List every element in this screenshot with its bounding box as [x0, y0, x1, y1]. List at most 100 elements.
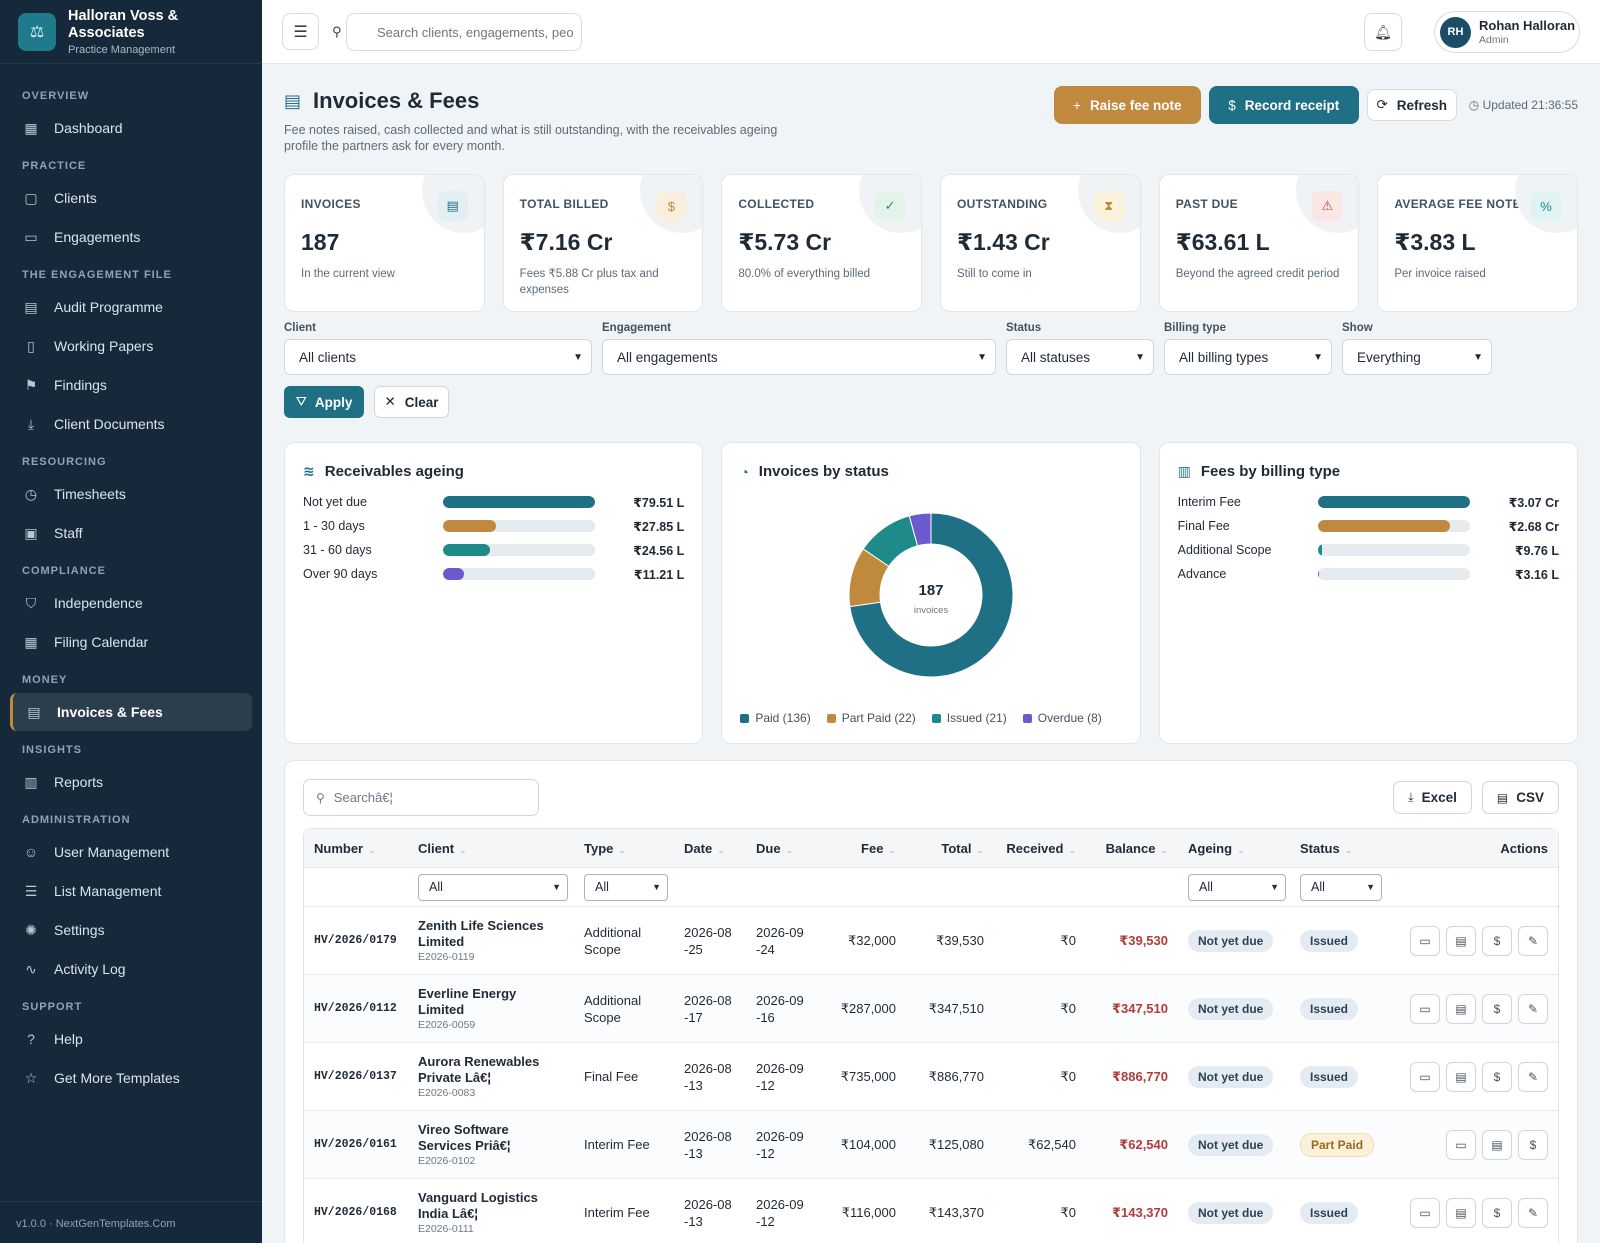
- print-button[interactable]: ▤: [1446, 1061, 1476, 1092]
- invoice-number[interactable]: HV/2026/0161: [314, 1138, 397, 1151]
- table-search-input[interactable]: ⚲ Searchâ€¦: [303, 779, 539, 816]
- sidebar-item-reports[interactable]: ▥ Reports: [0, 763, 252, 801]
- col-date[interactable]: Date ⌄: [674, 841, 746, 856]
- col-client[interactable]: Client ⌄: [408, 841, 574, 856]
- col-type[interactable]: Type ⌄: [574, 841, 674, 856]
- sidebar-item-invoices-fees[interactable]: ▤ Invoices & Fees: [10, 693, 252, 731]
- record-payment-button[interactable]: $: [1482, 1061, 1512, 1092]
- table-row[interactable]: HV/2026/0168 Vanguard Logistics India Lâ…: [304, 1179, 1558, 1243]
- donut-slice-part-paid[interactable]: [848, 548, 890, 608]
- notifications-button[interactable]: 🔔︎: [1364, 13, 1402, 51]
- ageing-column-select-value: All: [1199, 880, 1213, 894]
- legend-item[interactable]: Part Paid (22): [826, 711, 916, 725]
- sidebar-item-engagements[interactable]: ▭ Engagements: [0, 218, 252, 256]
- status-column-select[interactable]: All ▼: [1300, 873, 1382, 901]
- print-button[interactable]: ▤: [1446, 1197, 1476, 1228]
- show-select[interactable]: Everything ▼: [1342, 339, 1492, 375]
- legend-label: Issued (21): [946, 711, 1007, 725]
- bar-label: Final Fee: [1177, 519, 1230, 533]
- record-payment-button[interactable]: $: [1482, 993, 1512, 1024]
- record-payment-button[interactable]: $: [1482, 1197, 1512, 1228]
- client-column-select[interactable]: All ▼: [418, 873, 568, 901]
- client-select-value: All clients: [299, 349, 357, 365]
- refresh-button[interactable]: ⟳ Refresh: [1366, 89, 1457, 121]
- sidebar-item-dashboard[interactable]: ▦ Dashboard: [0, 109, 252, 147]
- col-date-label: Date: [684, 840, 713, 856]
- invoice-number[interactable]: HV/2026/0179: [314, 934, 397, 947]
- billing-type-select[interactable]: All billing types ▼: [1164, 339, 1332, 375]
- col-number[interactable]: Number ⌄: [304, 841, 408, 856]
- edit-button[interactable]: ✎: [1518, 993, 1548, 1024]
- legend-item[interactable]: Issued (21): [931, 711, 1007, 725]
- sidebar-item-timesheets[interactable]: ◷ Timesheets: [0, 475, 252, 513]
- invoice-number[interactable]: HV/2026/0137: [314, 1070, 397, 1083]
- ageing-column-select[interactable]: All ▼: [1188, 873, 1286, 901]
- open-folder-button[interactable]: ▭: [1446, 1129, 1476, 1160]
- sidebar-item-settings[interactable]: ✺ Settings: [0, 911, 252, 949]
- open-folder-button[interactable]: ▭: [1410, 1061, 1440, 1092]
- sidebar-item-user-management[interactable]: ☺ User Management: [0, 833, 252, 871]
- table-row[interactable]: HV/2026/0161 Vireo Software Services Pri…: [304, 1111, 1558, 1179]
- sidebar-item-audit-programme[interactable]: ▤ Audit Programme: [0, 288, 252, 326]
- edit-button[interactable]: ✎: [1518, 1197, 1548, 1228]
- apply-button[interactable]: ⛛ Apply: [284, 386, 364, 418]
- export-buttons: ⤓ Excel ▤ CSV: [1383, 781, 1559, 814]
- printer-icon: ▤: [1491, 1137, 1503, 1152]
- legend-item[interactable]: Paid (136): [740, 711, 811, 725]
- reports-icon: ▥: [24, 773, 38, 790]
- print-button[interactable]: ▤: [1446, 925, 1476, 956]
- open-folder-button[interactable]: ▭: [1410, 993, 1440, 1024]
- type-column-select[interactable]: All ▼: [584, 873, 668, 901]
- col-fee[interactable]: Fee ⌄: [818, 841, 906, 856]
- clear-button[interactable]: ✕ Clear: [374, 386, 449, 418]
- col-ageing[interactable]: Ageing ⌄: [1178, 841, 1290, 856]
- sidebar-item-staff[interactable]: ▣ Staff: [0, 514, 252, 552]
- global-search-input[interactable]: [346, 13, 582, 51]
- open-folder-button[interactable]: ▭: [1410, 1197, 1440, 1228]
- col-balance[interactable]: Balance ⌄: [1086, 841, 1178, 856]
- csv-export-button[interactable]: ▤ CSV: [1481, 781, 1559, 814]
- record-payment-button[interactable]: $: [1482, 925, 1512, 956]
- sidebar-item-activity-log[interactable]: ∿ Activity Log: [0, 950, 252, 988]
- table-row[interactable]: HV/2026/0179 Zenith Life Sciences Limite…: [304, 907, 1558, 975]
- record-receipt-button[interactable]: $ Record receipt: [1208, 86, 1359, 124]
- excel-export-button[interactable]: ⤓ Excel: [1393, 781, 1472, 814]
- status-select[interactable]: All statuses ▼: [1006, 339, 1154, 375]
- invoice-number[interactable]: HV/2026/0112: [314, 1002, 397, 1015]
- table-row[interactable]: HV/2026/0137 Aurora Renewables Private L…: [304, 1043, 1558, 1111]
- legend-item[interactable]: Overdue (8): [1022, 711, 1102, 725]
- sidebar-item-label: User Management: [54, 844, 170, 860]
- sidebar-item-findings[interactable]: ⚑ Findings: [0, 366, 252, 404]
- edit-button[interactable]: ✎: [1518, 925, 1548, 956]
- print-button[interactable]: ▤: [1446, 993, 1476, 1024]
- kpi-subtext: Still to come in: [957, 268, 1032, 280]
- engagement-select[interactable]: All engagements ▼: [602, 339, 996, 375]
- sidebar-item-clients[interactable]: ▢ Clients: [0, 179, 252, 217]
- print-button[interactable]: ▤: [1482, 1129, 1512, 1160]
- sidebar-item-get-more-templates[interactable]: ☆ Get More Templates: [0, 1059, 252, 1097]
- menu-toggle-button[interactable]: ☰: [282, 13, 319, 50]
- invoice-number[interactable]: HV/2026/0168: [314, 1206, 397, 1219]
- col-due[interactable]: Due ⌄: [746, 841, 818, 856]
- col-received[interactable]: Received ⌄: [994, 841, 1086, 856]
- col-status[interactable]: Status ⌄: [1290, 841, 1390, 856]
- billing-type: Additional Scope: [584, 924, 642, 957]
- sidebar-item-list-management[interactable]: ☰ List Management: [0, 872, 252, 910]
- record-payment-button[interactable]: $: [1518, 1129, 1548, 1160]
- sidebar-item-client-documents[interactable]: ⤓ Client Documents: [0, 405, 252, 443]
- donut-slice-paid[interactable]: [849, 512, 1014, 678]
- donut-slice-issued[interactable]: [862, 515, 919, 568]
- col-total[interactable]: Total ⌄: [906, 841, 994, 856]
- sidebar-item-filing-calendar[interactable]: ▦ Filing Calendar: [0, 623, 252, 661]
- updated-text: Updated 21:36:55: [1482, 98, 1578, 112]
- edit-button[interactable]: ✎: [1518, 1061, 1548, 1092]
- sidebar-item-independence[interactable]: ⛉ Independence: [0, 584, 252, 622]
- user-menu[interactable]: RH Rohan Halloran Admin: [1434, 11, 1580, 53]
- raise-fee-note-button[interactable]: + Raise fee note: [1053, 86, 1201, 124]
- client-select[interactable]: All clients ▼: [284, 339, 592, 375]
- sidebar-item-working-papers[interactable]: ▯ Working Papers: [0, 327, 252, 365]
- open-folder-button[interactable]: ▭: [1410, 925, 1440, 956]
- brand[interactable]: ⚖ Halloran Voss & Associates Practice Ma…: [0, 0, 262, 64]
- table-row[interactable]: HV/2026/0112 Everline Energy Limited E20…: [304, 975, 1558, 1043]
- sidebar-item-help[interactable]: ? Help: [0, 1020, 252, 1058]
